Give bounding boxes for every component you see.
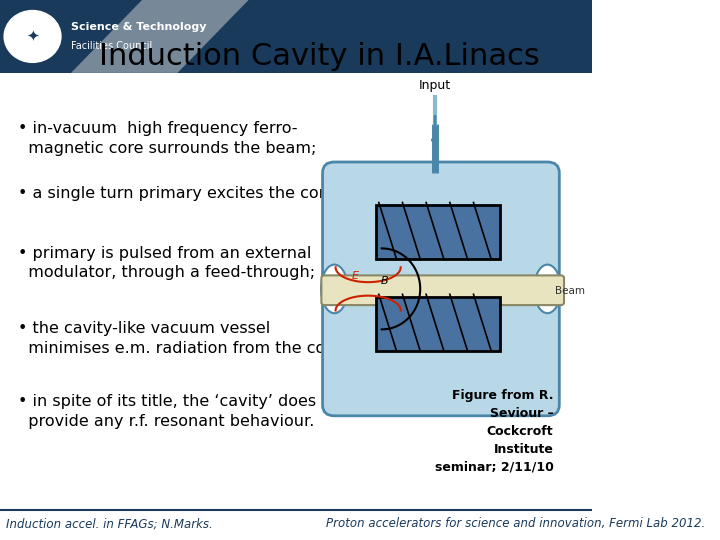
Text: Figure from R.
Seviour –
Cockcroft
Institute
seminar; 2/11/10: Figure from R. Seviour – Cockcroft Insti… (434, 389, 554, 474)
Ellipse shape (321, 265, 348, 313)
Text: Induction accel. in FFAGs; N.Marks.: Induction accel. in FFAGs; N.Marks. (6, 517, 212, 530)
Text: E: E (351, 272, 359, 281)
Text: • in-vacuum  high frequency ferro-
  magnetic core surrounds the beam;: • in-vacuum high frequency ferro- magnet… (18, 122, 316, 156)
Text: Beam: Beam (555, 286, 585, 295)
Text: ✦: ✦ (26, 29, 39, 44)
Text: • in spite of its title, the ‘cavity’ does not
  provide any r.f. resonant behav: • in spite of its title, the ‘cavity’ do… (18, 394, 347, 429)
Text: • the cavity-like vacuum vessel
  minimises e.m. radiation from the core;: • the cavity-like vacuum vessel minimise… (18, 321, 346, 356)
Text: Science & Technology: Science & Technology (71, 22, 207, 32)
Text: Proton accelerators for science and innovation, Fermi Lab 2012.: Proton accelerators for science and inno… (325, 517, 705, 530)
Text: Facilities Council: Facilities Council (71, 41, 152, 51)
Ellipse shape (534, 265, 561, 313)
Text: Input: Input (419, 79, 451, 92)
Text: • primary is pulsed from an external
  modulator, through a feed-through;: • primary is pulsed from an external mod… (18, 246, 315, 280)
FancyBboxPatch shape (321, 275, 564, 305)
FancyBboxPatch shape (323, 162, 559, 416)
FancyBboxPatch shape (0, 0, 592, 73)
Text: Induction Cavity in I.A.Linacs: Induction Cavity in I.A.Linacs (99, 42, 540, 71)
Text: • a single turn primary excites the core;: • a single turn primary excites the core… (18, 186, 340, 201)
Polygon shape (71, 0, 248, 73)
Text: B: B (381, 276, 389, 286)
FancyBboxPatch shape (376, 205, 500, 259)
Circle shape (4, 10, 61, 62)
FancyBboxPatch shape (376, 297, 500, 351)
